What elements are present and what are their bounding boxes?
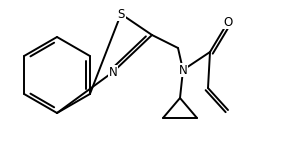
Text: O: O — [224, 15, 233, 28]
Text: N: N — [179, 64, 187, 76]
Text: S: S — [117, 7, 125, 21]
Text: N: N — [109, 66, 117, 79]
